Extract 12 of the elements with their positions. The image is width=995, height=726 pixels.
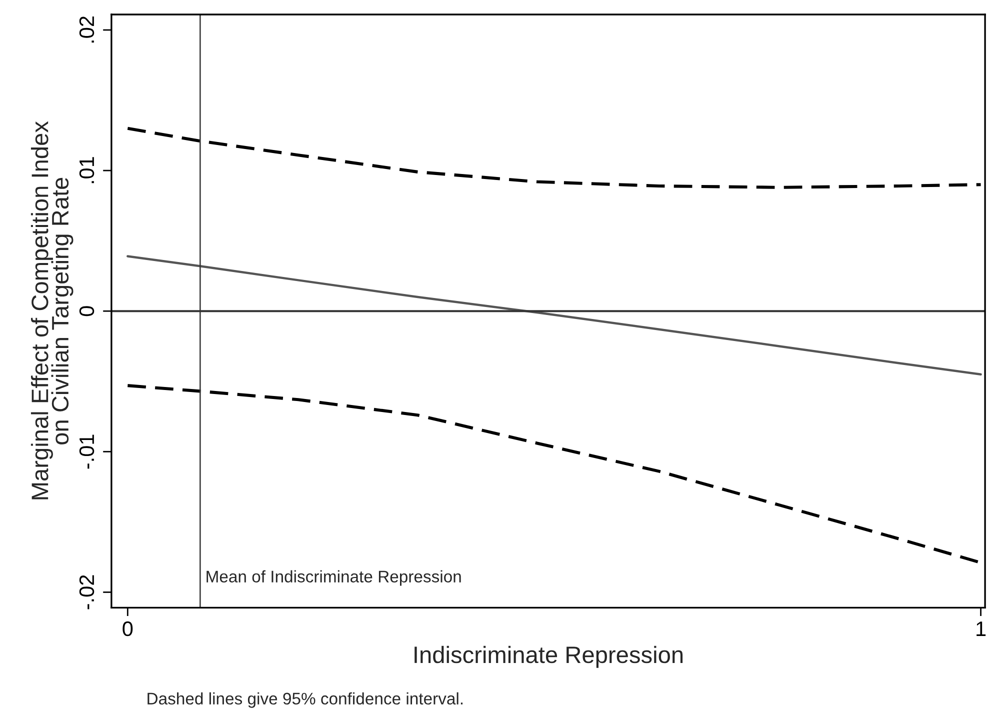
y-tick-label: -.02 [79,575,94,610]
y-tick-label: .01 [79,157,94,184]
y-tick-label: 0 [79,306,94,316]
y-axis-title: Marginal Effect of Competition Index on Civilian Targeting Rate [30,121,74,500]
y-tick-label: -.01 [79,434,94,469]
text: Dashed lines give 95% confidence interval. [148,692,463,708]
line-series [126,126,982,189]
x-axis-title: Indiscriminate Repression [414,646,683,668]
y-tick-label: .02 [79,16,94,43]
line-series [126,255,982,376]
ref-line-label: Mean of Indiscriminate Repression [206,570,461,586]
x-tick-label: 1 [976,622,986,636]
